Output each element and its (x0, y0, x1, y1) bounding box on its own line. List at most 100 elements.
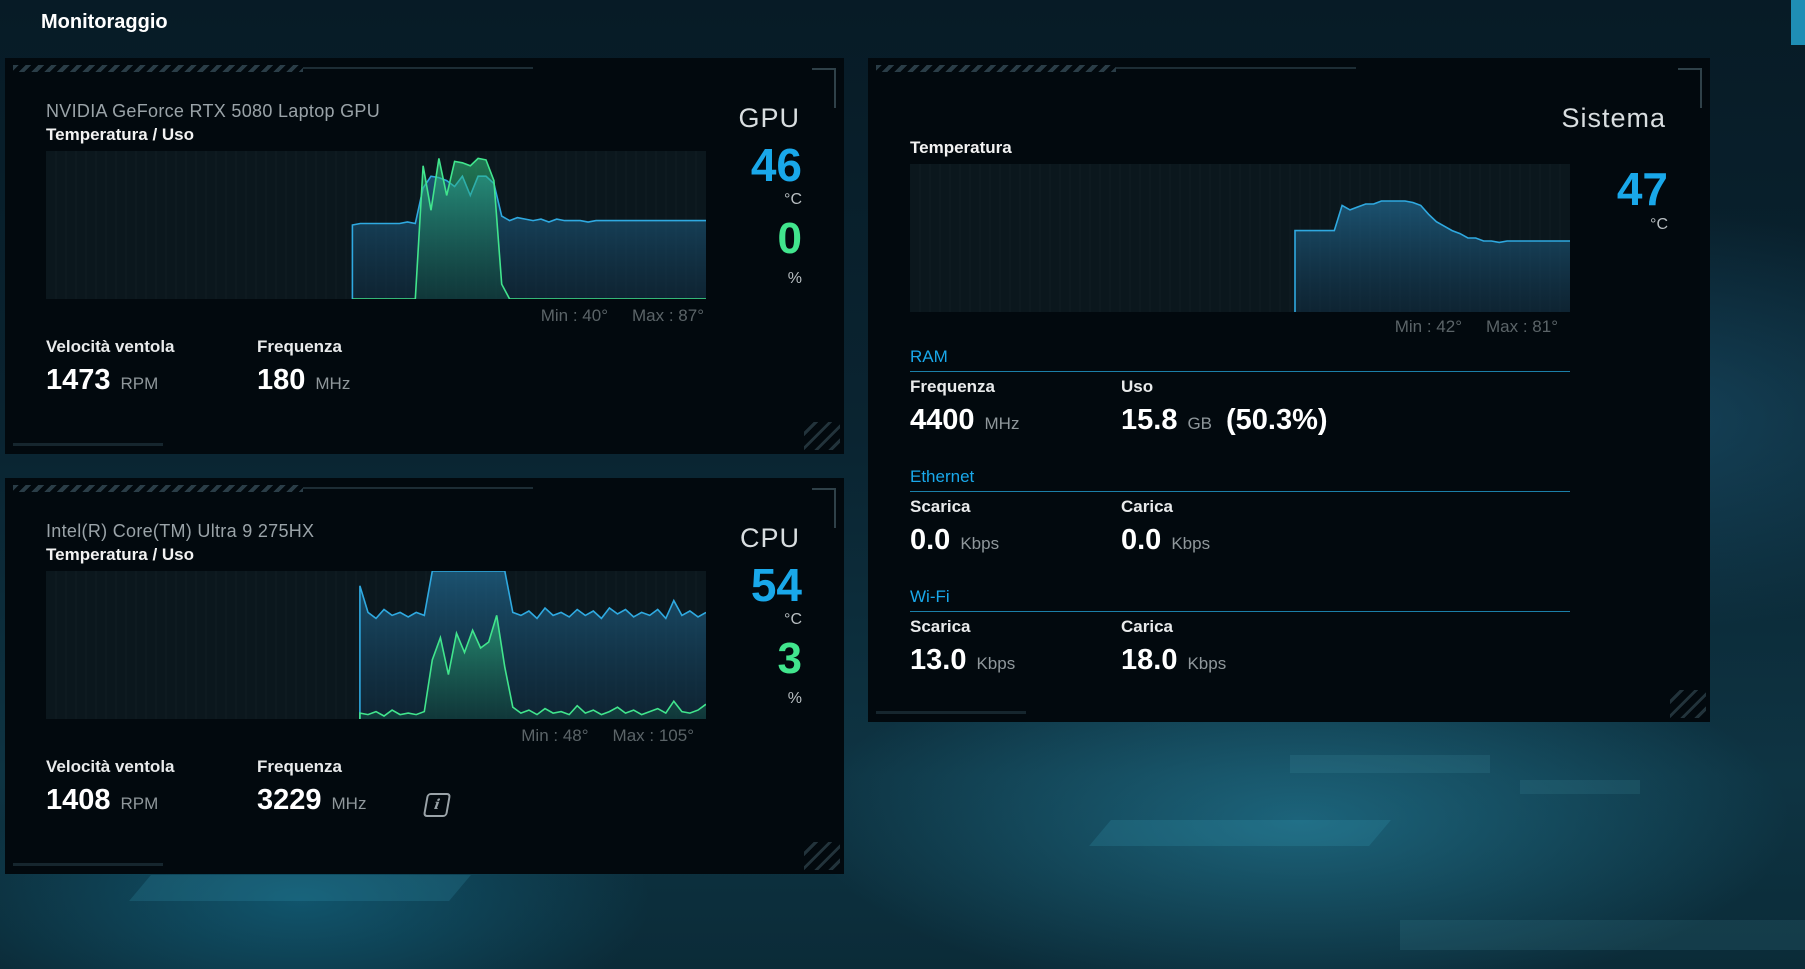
cpu-fan-value: 1408 RPM (46, 784, 158, 817)
panel-stripe-line (303, 487, 533, 489)
wifi-down-label: Scarica (910, 617, 971, 636)
ethernet-up-unit: Kbps (1171, 534, 1211, 553)
ethernet-down-number: 0.0 (910, 524, 951, 556)
cpu-usage: 3 (777, 634, 802, 683)
panel-stripe (13, 485, 303, 492)
cpu-series-0-line (359, 571, 706, 719)
panel-corner (1670, 690, 1706, 718)
wifi-down-value: 13.0 Kbps (910, 644, 1015, 677)
background-bar (1520, 780, 1640, 794)
gpu-device-name: NVIDIA GeForce RTX 5080 Laptop GPU (46, 101, 381, 121)
cpu-freq-unit: MHz (331, 794, 367, 813)
ethernet-up-number: 0.0 (1121, 524, 1162, 556)
ethernet-down-label: Scarica (910, 497, 971, 516)
gpu-max-temp: Max : 87° (632, 306, 704, 325)
gpu-usage: 0 (777, 214, 802, 263)
system-chart-svg (910, 164, 1570, 312)
gpu-temp-unit: °C (784, 191, 802, 208)
cpu-label: CPU (739, 523, 800, 553)
panel-stripe-line (1116, 67, 1356, 69)
wifi-section-title: Wi-Fi (910, 587, 950, 606)
panel-corner (812, 68, 836, 108)
wifi-up-label: Carica (1121, 617, 1173, 636)
cpu-fan-label: Velocità ventola (46, 757, 175, 776)
ram-use-value: 15.8 GB (50.3%) (1121, 404, 1328, 437)
wifi-up-value: 18.0 Kbps (1121, 644, 1226, 677)
cpu-freq-number: 3229 (257, 784, 322, 816)
ethernet-down-value: 0.0 Kbps (910, 524, 999, 557)
cpu-freq-value: 3229 MHz (257, 784, 366, 817)
ethernet-up-label: Carica (1121, 497, 1173, 516)
info-icon[interactable]: i (422, 793, 452, 817)
ethernet-down-unit: Kbps (960, 534, 1000, 553)
cpu-temperature: 54 (750, 559, 802, 611)
gpu-fan-unit: RPM (120, 374, 159, 393)
cpu-temp-unit: °C (784, 611, 802, 628)
gpu-freq-number: 180 (257, 364, 306, 396)
panel-stripe (876, 65, 1116, 72)
ethernet-section-title: Ethernet (910, 467, 975, 486)
system-max-temp: Max : 81° (1486, 317, 1558, 336)
ethernet-section-divider (910, 491, 1570, 492)
ram-use-label: Uso (1121, 377, 1154, 396)
gpu-series-1-area (352, 158, 706, 299)
gpu-usage-unit: % (787, 270, 802, 287)
gpu-minmax: Min : 40° Max : 87° (541, 306, 704, 326)
wifi-up-number: 18.0 (1121, 644, 1178, 676)
system-panel: Sistema Temperatura Min : 42° Max : 81° 4… (868, 58, 1710, 722)
background-streak (1089, 820, 1391, 846)
ram-use-percent: (50.3%) (1226, 404, 1328, 436)
panel-corner (13, 863, 163, 866)
gpu-series-0-line (351, 174, 706, 299)
ram-use-number: 15.8 (1121, 404, 1178, 436)
panel-corner (13, 443, 163, 446)
cpu-max-temp: Max : 105° (612, 726, 694, 745)
gpu-temperature: 46 (750, 139, 802, 191)
panel-corner (1678, 68, 1702, 108)
panel-stripe (13, 65, 303, 72)
background-streak (129, 875, 471, 901)
panel-corner (876, 711, 1026, 714)
wifi-section-divider (910, 611, 1570, 612)
gpu-min-temp: Min : 40° (540, 306, 608, 325)
gpu-chart (46, 151, 706, 299)
cpu-freq-label: Frequenza (257, 757, 343, 776)
gpu-freq-label: Frequenza (257, 337, 343, 356)
panel-corner (812, 488, 836, 528)
gpu-fan-number: 1473 (46, 364, 111, 396)
gpu-freq-unit: MHz (315, 374, 351, 393)
wifi-down-unit: Kbps (976, 654, 1016, 673)
cpu-minmax: Min : 48° Max : 105° (521, 726, 694, 746)
wifi-down-number: 13.0 (910, 644, 967, 676)
ram-freq-label: Frequenza (910, 377, 996, 396)
system-label: Sistema (1561, 103, 1666, 133)
cpu-fan-unit: RPM (120, 794, 159, 813)
gpu-chart-label: Temperatura / Uso (46, 125, 195, 144)
system-chart (910, 164, 1570, 312)
system-chart-label: Temperatura (910, 138, 1012, 157)
cpu-fan-number: 1408 (46, 784, 111, 816)
gpu-freq-value: 180 MHz (257, 364, 350, 397)
cpu-chart-label: Temperatura / Uso (46, 545, 195, 564)
ethernet-up-value: 0.0 Kbps (1121, 524, 1210, 557)
gpu-chart-svg (46, 151, 706, 299)
ram-section-title: RAM (910, 347, 948, 366)
background-bar (1290, 755, 1490, 773)
gpu-fan-value: 1473 RPM (46, 364, 158, 397)
ram-freq-number: 4400 (910, 404, 975, 436)
system-temp-unit: °C (1650, 216, 1668, 233)
ram-freq-value: 4400 MHz (910, 404, 1019, 437)
ram-freq-unit: MHz (984, 414, 1020, 433)
cpu-series-1-area (359, 615, 706, 719)
scrollbar-thumb[interactable] (1791, 0, 1805, 45)
cpu-chart (46, 571, 706, 719)
cpu-panel: Intel(R) Core(TM) Ultra 9 275HX Temperat… (5, 478, 844, 874)
cpu-series-1-line (359, 615, 706, 719)
background-bar (1400, 920, 1805, 950)
panel-corner (804, 422, 840, 450)
gpu-label: GPU (738, 103, 800, 133)
system-series-0-area (1295, 201, 1570, 312)
system-minmax: Min : 42° Max : 81° (1395, 317, 1558, 337)
panel-corner (804, 842, 840, 870)
panel-stripe-line (303, 67, 533, 69)
